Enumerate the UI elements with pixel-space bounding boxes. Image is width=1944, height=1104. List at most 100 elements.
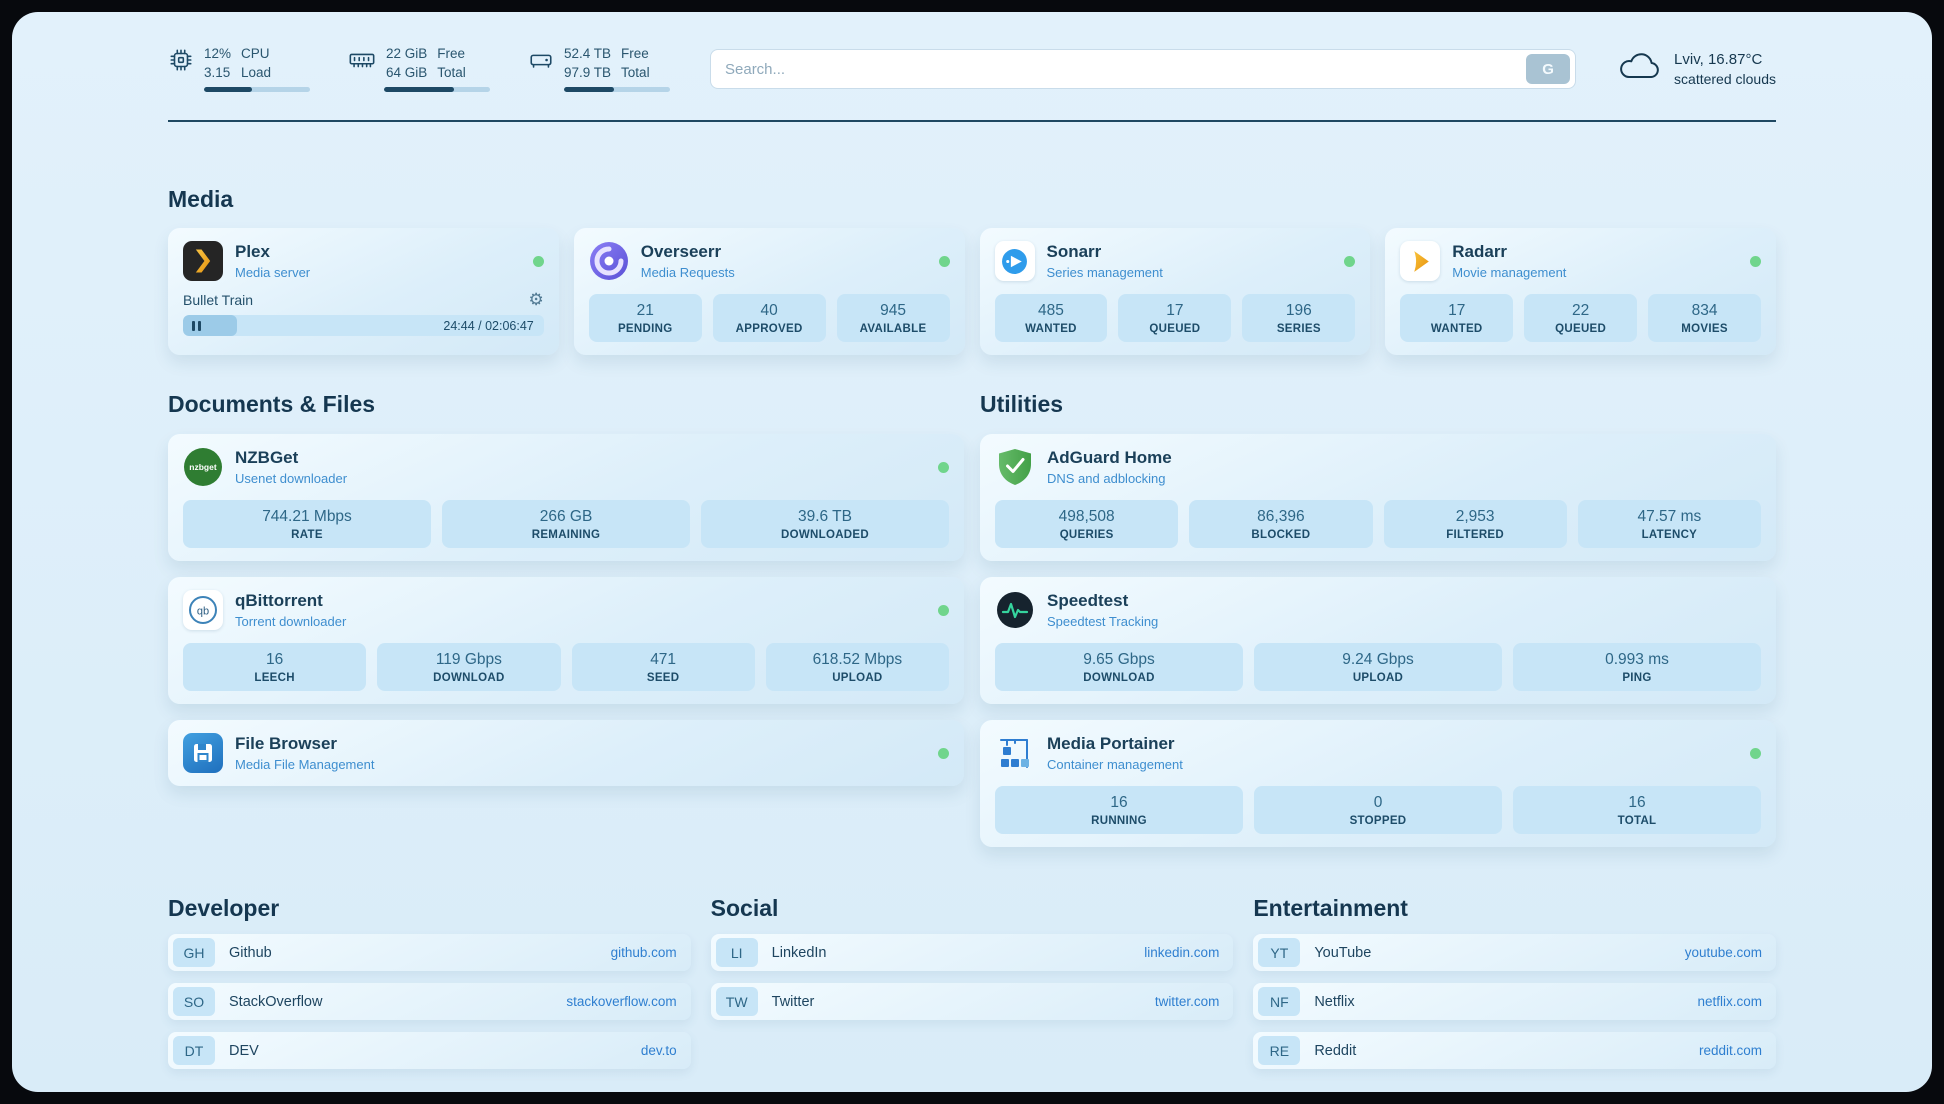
stat-value: 119 Gbps: [435, 651, 502, 669]
section-title-social: Social: [710, 895, 779, 922]
stat-value: 22: [1572, 302, 1590, 320]
search-bar[interactable]: G: [710, 49, 1577, 90]
disk-icon: [528, 47, 554, 76]
stat-value: 498,508: [1058, 508, 1115, 526]
stat-value: 17: [1448, 302, 1466, 320]
stat-tile: 17 WANTED: [1400, 294, 1514, 343]
portainer-card[interactable]: Media Portainer Container management 16 …: [980, 720, 1776, 848]
stat-tile: 266 GB REMAINING: [442, 500, 690, 549]
status-dot: [1750, 747, 1761, 759]
dashboard-panel: 12% 3.15 CPU Load: [12, 12, 1932, 1092]
ram-total: 64 GiB: [386, 64, 428, 80]
status-dot: [938, 461, 949, 473]
disk-progress-bar: [564, 87, 670, 93]
stat-value: 16: [266, 651, 284, 669]
app-subtitle: Media File Management: [235, 757, 375, 773]
stat-value: 834: [1691, 302, 1718, 320]
sonarr-card[interactable]: Sonarr Series management 485 WANTED 17 Q…: [979, 228, 1371, 356]
stat-label: REMAINING: [531, 529, 601, 542]
ram-free-label: Free: [437, 46, 466, 61]
stat-tile: 9.24 Gbps UPLOAD: [1254, 643, 1502, 692]
stat-tile: 39.6 TB DOWNLOADED: [701, 500, 949, 549]
stat-label: QUERIES: [1059, 529, 1114, 542]
stat-label: APPROVED: [735, 323, 803, 336]
stat-value: 9.65 Gbps: [1083, 651, 1155, 669]
system-stats: 12% 3.15 CPU Load: [168, 46, 670, 93]
speedtest-card[interactable]: Speedtest Speedtest Tracking 9.65 Gbps D…: [980, 577, 1776, 705]
ram-total-label: Total: [437, 64, 466, 80]
adguard-card[interactable]: AdGuard Home DNS and adblocking 498,508 …: [980, 434, 1776, 562]
stat-value: 40: [760, 302, 778, 320]
qbittorrent-card[interactable]: qb qBittorrent Torrent downloader 16 LEE…: [168, 577, 964, 705]
qbittorrent-icon: qb: [183, 590, 223, 631]
stat-label: QUEUED: [1555, 323, 1607, 336]
stat-tile: 22 QUEUED: [1524, 294, 1638, 343]
radarr-card[interactable]: Radarr Movie management 17 WANTED 22 QUE…: [1385, 228, 1776, 356]
stat-label: PING: [1622, 672, 1652, 685]
disk-free: 52.4 TB: [564, 46, 612, 61]
bookmark-abbr: LI: [715, 938, 758, 968]
app-subtitle: Usenet downloader: [235, 471, 348, 487]
playback-progress-bar[interactable]: 24:44 / 02:06:47: [183, 315, 544, 337]
stat-value: 945: [880, 302, 906, 320]
bookmark-name: Netflix: [1314, 993, 1355, 1010]
stat-tile: 2,953 FILTERED: [1383, 500, 1567, 549]
stat-tile: 196 SERIES: [1242, 294, 1356, 343]
bookmark-abbr: RE: [1258, 1036, 1301, 1066]
search-input[interactable]: [725, 60, 1527, 78]
bookmark-name: DEV: [229, 1042, 259, 1059]
gear-icon[interactable]: ⚙: [528, 290, 544, 310]
bookmark-youtube[interactable]: YT YouTube youtube.com: [1253, 934, 1776, 972]
bookmark-url: twitter.com: [1154, 994, 1220, 1010]
stat-tile: 485 WANTED: [994, 294, 1108, 343]
bookmarks-developer: Developer GH Github github.com SO StackO…: [168, 895, 691, 1070]
bookmark-linkedin[interactable]: LI LinkedIn linkedin.com: [710, 934, 1234, 972]
stat-label: SEED: [646, 672, 680, 685]
cpu-load: 3.15: [204, 64, 231, 80]
bookmark-stackoverflow[interactable]: SO StackOverflow stackoverflow.com: [168, 983, 691, 1021]
app-subtitle: Movie management: [1452, 265, 1567, 281]
app-subtitle: Media Requests: [640, 265, 735, 281]
stat-value: 9.24 Gbps: [1342, 651, 1414, 669]
ram-free: 22 GiB: [386, 46, 428, 61]
plex-icon: [183, 241, 223, 282]
bookmark-url: stackoverflow.com: [566, 994, 677, 1010]
status-dot: [938, 747, 949, 759]
bookmark-github[interactable]: GH Github github.com: [168, 934, 691, 972]
sonarr-icon: [994, 241, 1035, 282]
cloud-icon: [1616, 50, 1662, 89]
cpu-stat: 12% 3.15 CPU Load: [168, 46, 310, 93]
bookmark-dev[interactable]: DT DEV dev.to: [168, 1032, 691, 1070]
bookmark-abbr: SO: [173, 987, 215, 1017]
stat-tile: 16 RUNNING: [995, 786, 1243, 835]
pause-icon[interactable]: [192, 320, 201, 331]
stat-label: LATENCY: [1641, 529, 1698, 542]
stat-tile: 744.21 Mbps RATE: [183, 500, 431, 549]
section-title-utilities: Utilities: [980, 391, 1064, 418]
app-subtitle: Speedtest Tracking: [1047, 614, 1159, 630]
stat-value: 266 GB: [539, 508, 593, 526]
overseerr-card[interactable]: Overseerr Media Requests 21 PENDING 40 A…: [573, 228, 965, 356]
bookmark-name: Reddit: [1314, 1042, 1357, 1059]
app-name: Sonarr: [1046, 242, 1102, 262]
stat-label: LEECH: [254, 672, 295, 685]
stat-label: BLOCKED: [1251, 529, 1311, 542]
bookmark-abbr: DT: [173, 1036, 215, 1066]
stat-tile: 16 TOTAL: [1513, 786, 1761, 835]
bookmark-url: dev.to: [640, 1043, 677, 1059]
weather-widget[interactable]: Lviv, 16.87°C scattered clouds: [1616, 50, 1776, 89]
plex-card[interactable]: Plex Media server Bullet Train ⚙ 24:44 /…: [168, 228, 559, 356]
status-dot: [532, 255, 544, 267]
app-name: NZBGet: [235, 448, 299, 468]
bookmark-twitter[interactable]: TW Twitter twitter.com: [710, 983, 1234, 1021]
status-dot: [938, 255, 950, 267]
bookmark-reddit[interactable]: RE Reddit reddit.com: [1253, 1032, 1776, 1070]
section-title-documents: Documents & Files: [168, 391, 376, 418]
search-engine-button[interactable]: G: [1526, 54, 1571, 85]
bookmark-url: reddit.com: [1698, 1043, 1762, 1059]
bookmark-netflix[interactable]: NF Netflix netflix.com: [1253, 983, 1776, 1021]
stat-tile: 945 AVAILABLE: [836, 294, 950, 343]
filebrowser-card[interactable]: File Browser Media File Management: [168, 720, 964, 787]
bookmark-abbr: NF: [1258, 987, 1301, 1017]
nzbget-card[interactable]: nzbget NZBGet Usenet downloader 744.21 M…: [168, 434, 964, 562]
